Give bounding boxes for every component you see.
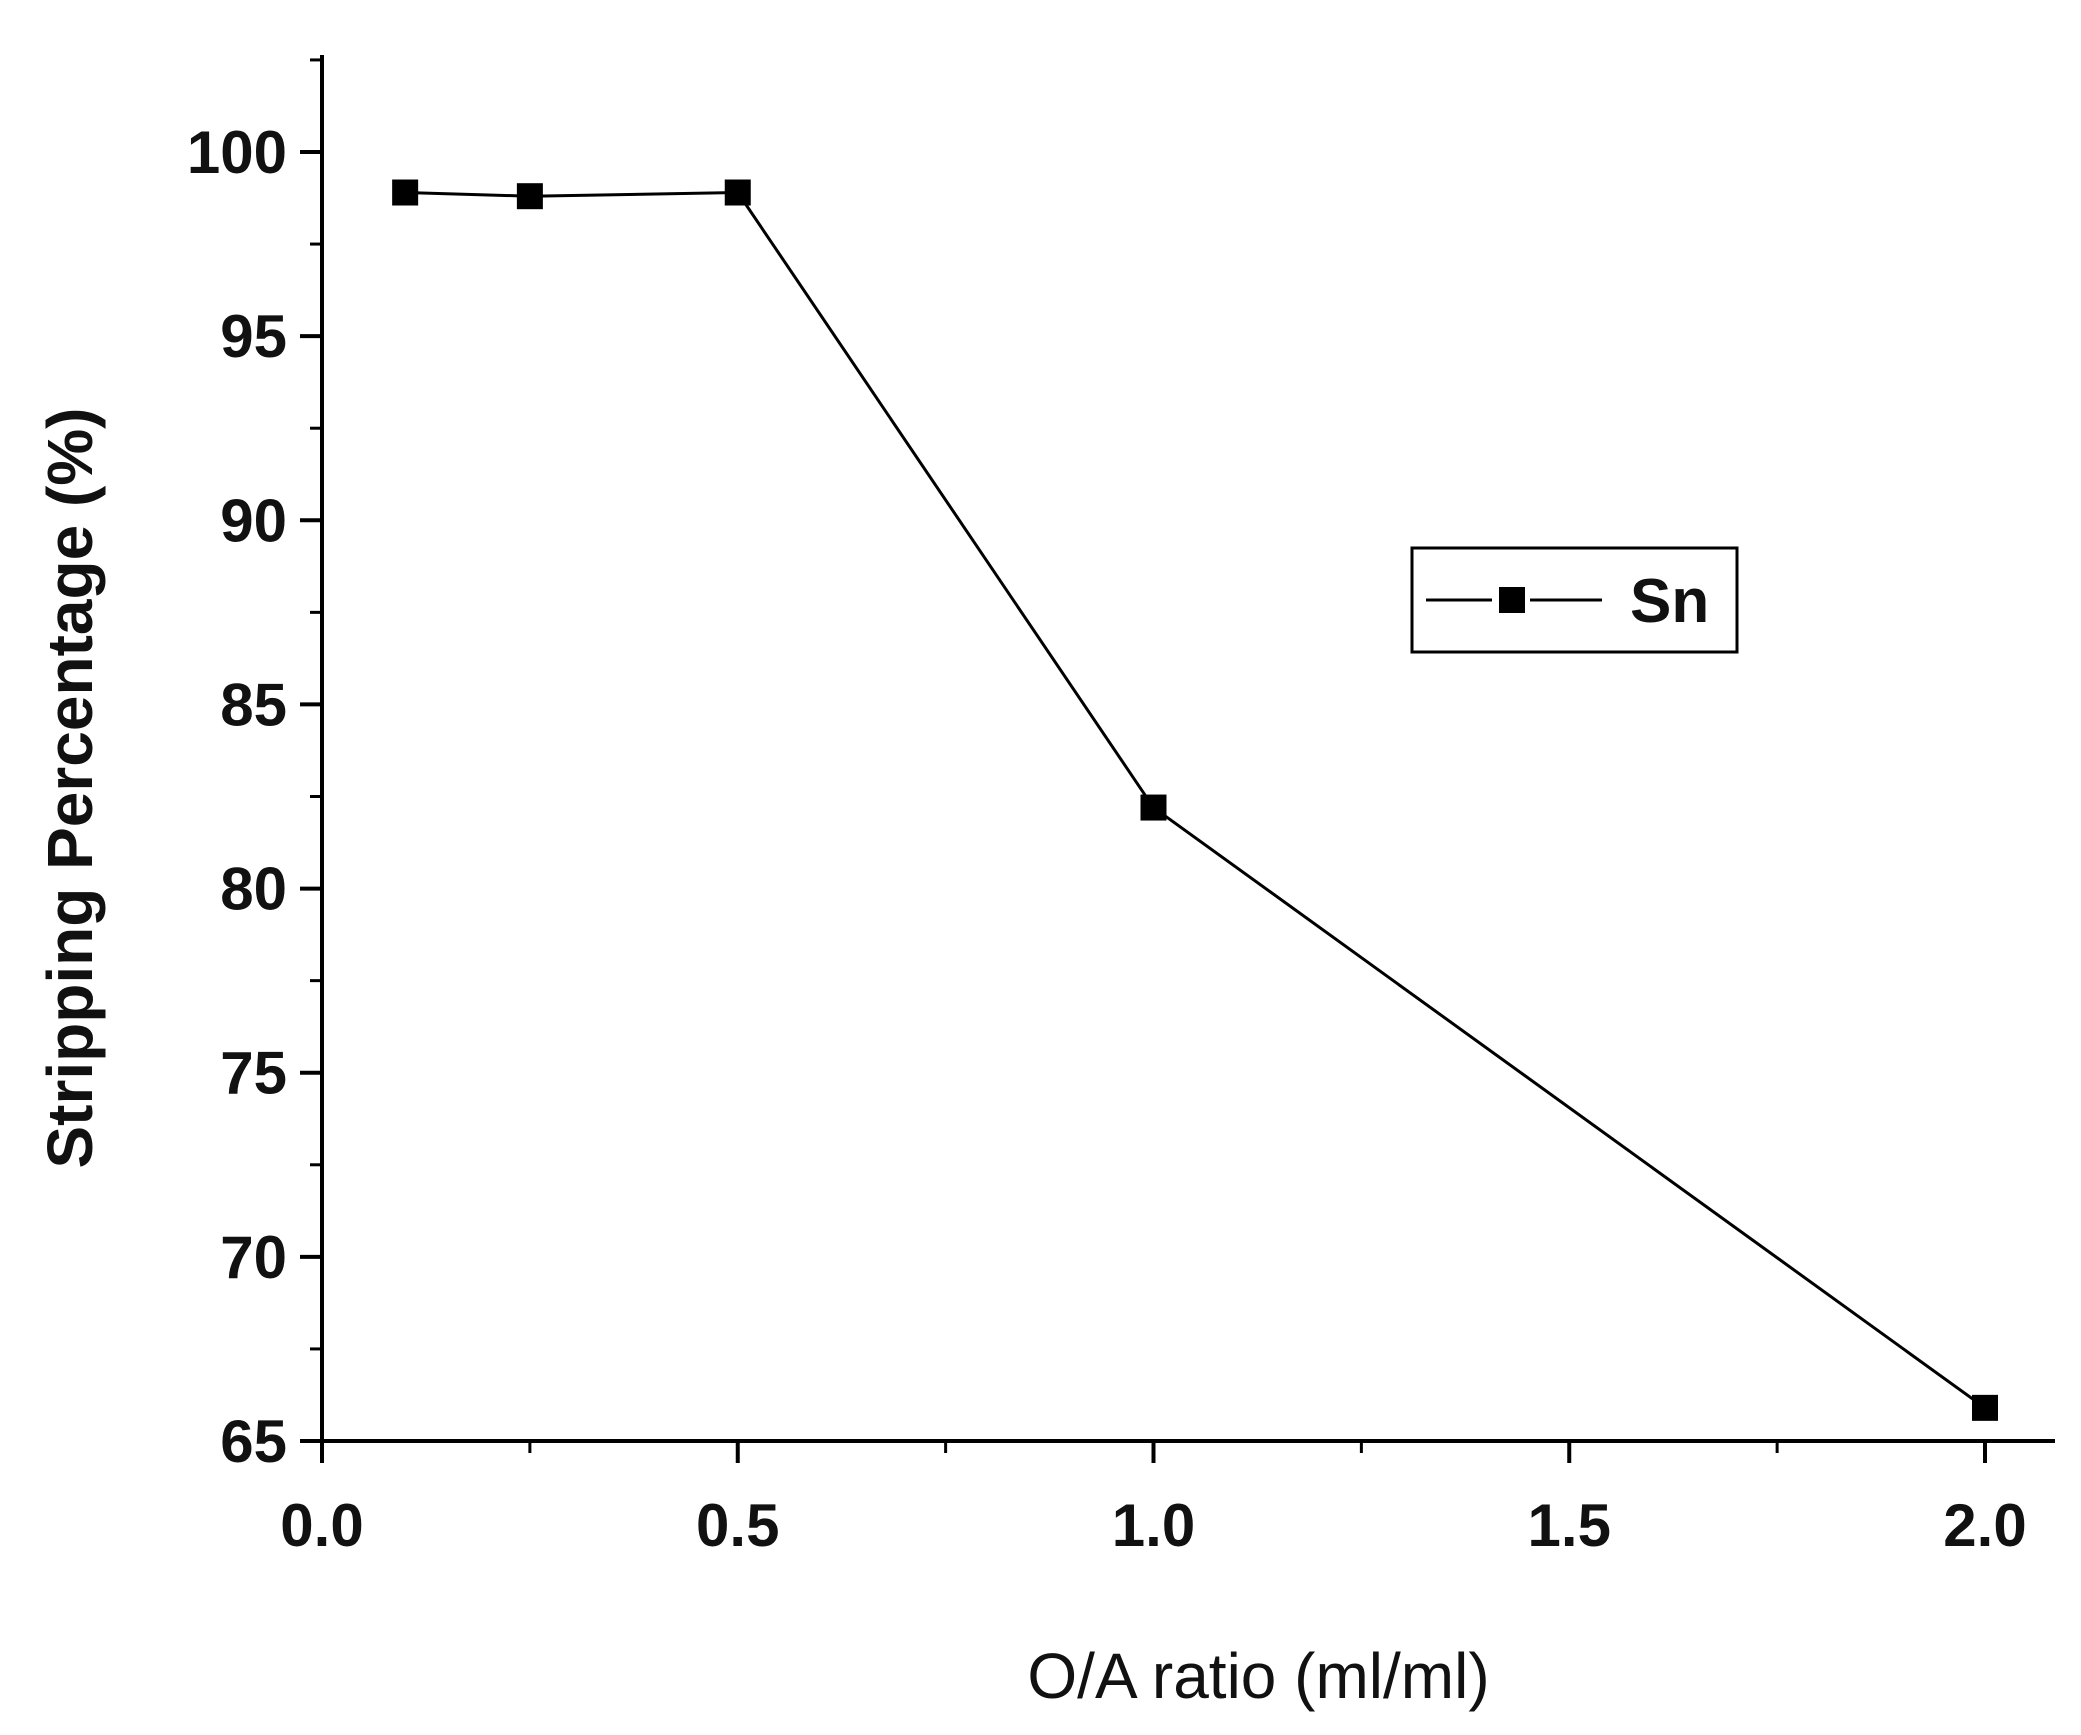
legend-marker <box>1499 587 1525 613</box>
data-point <box>724 179 751 206</box>
axes <box>320 55 2055 1443</box>
data-point <box>1140 794 1167 821</box>
y-tick-label: 70 <box>220 1224 287 1291</box>
y-tick-label: 90 <box>220 487 287 554</box>
x-tick-label: 0.5 <box>696 1492 779 1559</box>
x-tick-label: 0.0 <box>280 1492 363 1559</box>
x-ticks: 0.0 0.5 1.0 1.5 2.0 <box>280 1441 2027 1559</box>
data-point <box>392 179 419 206</box>
x-tick-label: 1.5 <box>1528 1492 1611 1559</box>
y-tick-label: 85 <box>220 671 287 738</box>
x-tick-label: 1.0 <box>1112 1492 1195 1559</box>
y-ticks: 65 70 75 80 85 90 95 100 <box>187 58 322 1475</box>
y-tick-label: 80 <box>220 856 287 923</box>
legend-label-sn: Sn <box>1630 567 1709 636</box>
x-tick-label: 2.0 <box>1943 1492 2026 1559</box>
y-tick-label: 100 <box>187 119 287 186</box>
series-points <box>392 179 1998 1421</box>
data-point <box>1972 1394 1998 1421</box>
series-lines <box>405 190 1986 1410</box>
y-axis-title: Stripping Percentage (%) <box>34 408 106 1169</box>
x-axis-title: O/A ratio (ml/ml) <box>1027 1640 1489 1712</box>
legend: Sn <box>1410 546 1739 654</box>
data-point <box>516 183 543 210</box>
y-tick-label: 95 <box>220 303 287 370</box>
series-line-sn <box>405 190 1986 1410</box>
y-tick-label: 75 <box>220 1040 287 1107</box>
y-tick-label: 65 <box>220 1408 287 1475</box>
